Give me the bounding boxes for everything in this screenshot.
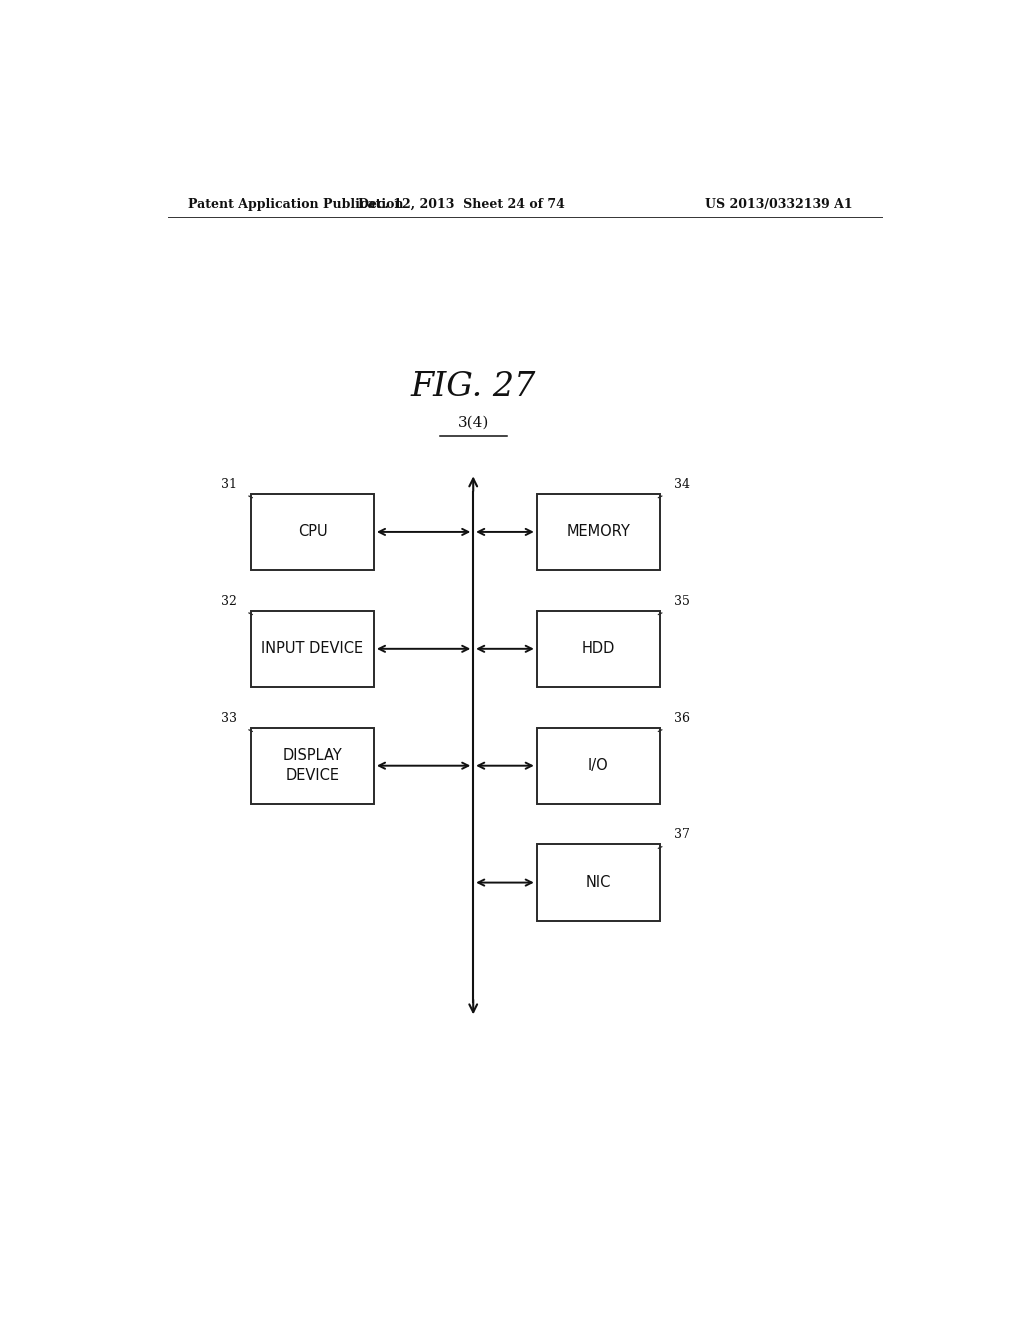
Text: HDD: HDD [582,642,614,656]
Bar [251,611,374,686]
Text: 31: 31 [221,478,237,491]
Text: 36: 36 [674,711,690,725]
Bar [537,727,659,804]
Text: FIG. 27: FIG. 27 [411,371,536,403]
Text: DISPLAY
DEVICE: DISPLAY DEVICE [283,748,342,783]
Bar [537,611,659,686]
Text: I/O: I/O [588,758,608,774]
Text: CPU: CPU [298,524,328,540]
Text: MEMORY: MEMORY [566,524,630,540]
Text: 3(4): 3(4) [458,416,488,430]
Text: Dec. 12, 2013  Sheet 24 of 74: Dec. 12, 2013 Sheet 24 of 74 [357,198,565,211]
Bar [251,727,374,804]
Text: 34: 34 [674,478,690,491]
Text: 32: 32 [221,594,237,607]
Text: US 2013/0332139 A1: US 2013/0332139 A1 [705,198,853,211]
Bar [537,494,659,570]
Bar [537,845,659,921]
Text: NIC: NIC [586,875,611,890]
Bar [251,494,374,570]
Text: 35: 35 [674,594,690,607]
Text: INPUT DEVICE: INPUT DEVICE [261,642,364,656]
Text: 33: 33 [221,711,237,725]
Text: Patent Application Publication: Patent Application Publication [187,198,403,211]
Text: 37: 37 [674,829,690,841]
